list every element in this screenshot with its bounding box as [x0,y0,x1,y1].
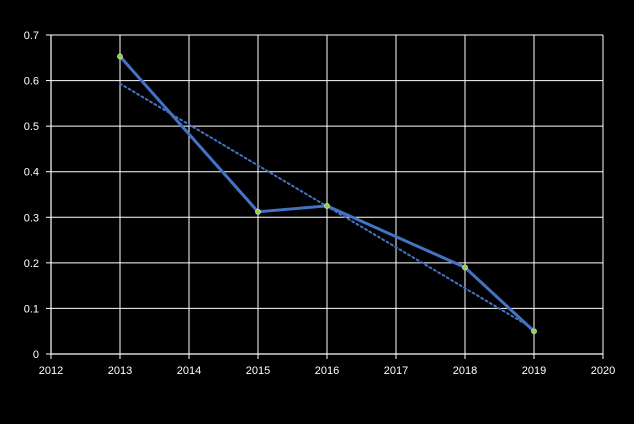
x-tick-label: 2020 [591,365,615,377]
x-tick-label: 2016 [315,365,339,377]
data-point [324,202,330,209]
x-tick-label: 2019 [522,365,546,377]
x-tick-labels: 2012 2013 2014 2015 2016 2017 2018 2019 2020 [39,365,615,377]
y-tick-label: 0.3 [24,212,39,224]
series-layer [117,53,537,335]
y-tick-label: 0 [33,349,39,361]
y-tick-label: 0.7 [24,30,39,42]
x-tick-label: 2014 [177,365,201,377]
data-point [117,53,123,60]
data-point [462,264,468,271]
y-tick-label: 0.6 [24,76,39,88]
x-tick-label: 2015 [246,365,270,377]
x-tick-label: 2013 [108,365,132,377]
data-point [255,208,261,215]
x-tick-label: 2017 [384,365,408,377]
y-tick-label: 0.2 [24,258,39,270]
y-tick-label: 0.5 [24,121,39,133]
y-tick-label: 0.1 [24,303,39,315]
data-point [531,328,537,335]
y-tick-label: 0.4 [24,167,39,179]
x-tick-label: 2012 [39,365,63,377]
x-tick-label: 2018 [453,365,477,377]
axes [46,34,604,359]
y-tick-labels: 0 0.1 0.2 0.3 0.4 0.5 0.6 0.7 [24,30,39,361]
gridlines [50,34,604,355]
